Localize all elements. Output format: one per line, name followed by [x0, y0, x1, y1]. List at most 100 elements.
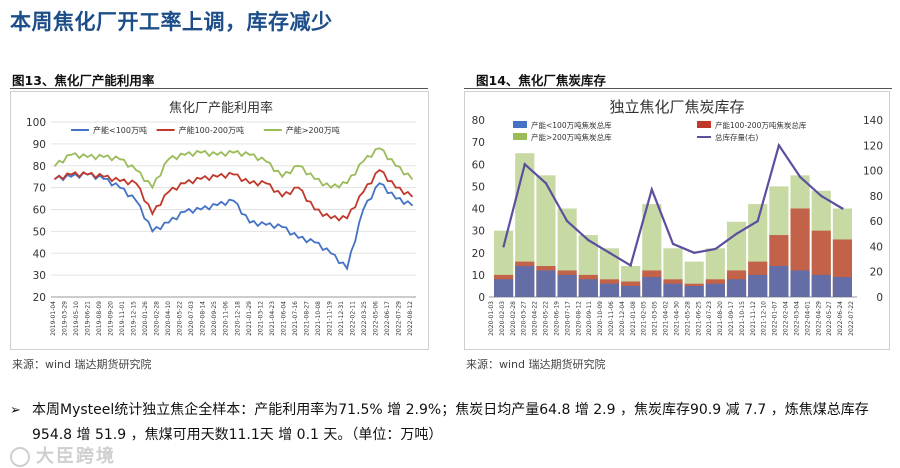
chart2-xtick-22: 2021-09-17 [728, 301, 735, 336]
chart1-point-2-14 [281, 175, 284, 178]
chart1-xtick-12: 2020-07-03 [188, 301, 195, 336]
chart1-point-2-15 [297, 164, 300, 167]
chart1-xtick-22: 2021-08-27 [303, 301, 310, 336]
figure-13-caption: 图13、焦化厂产能利用率 [12, 73, 155, 88]
chart2-y2tick-6: 120 [863, 140, 883, 152]
chart2-bar-0-14 [790, 270, 810, 297]
chart1-xtick-18: 2021-03-12 [257, 301, 264, 336]
chart2-xtick-17: 2021-04-30 [673, 301, 680, 336]
chart-capacity-utilization: 焦化厂产能利用率 20 30 40 50 60 70 80 90 100 2019-01-04 201… [10, 91, 429, 350]
chart1-series-line-1 [54, 169, 413, 222]
chart2-total-point-14 [798, 175, 802, 179]
chart2-xtick-5: 2020-05-22 [543, 301, 550, 336]
chart1-point-0-10 [216, 204, 219, 207]
figure-13-source: 来源：wind 瑞达期货研究院 [12, 358, 152, 371]
chart2-legend-swatch-2 [513, 133, 527, 140]
chart1-point-0-3 [102, 177, 105, 180]
chart1-xtick-29: 2022-06-17 [384, 301, 391, 336]
chart2-bar-0-15 [811, 274, 831, 297]
chart1-point-1-12 [248, 182, 251, 185]
chart2-xtick-13: 2021-01-08 [630, 301, 637, 336]
chart1-point-2-11 [232, 151, 235, 154]
chart-coke-inventory-svg: 独立焦化厂焦炭库存 0 10 20 30 40 50 60 70 80 0 20 40 60 80 100 12… [472, 98, 883, 336]
chart1-point-2-10 [216, 153, 219, 156]
chart2-total-point-10 [714, 247, 717, 251]
chart2-legend-label-2: 产能>200万吨焦炭总库 [531, 132, 612, 142]
chart2-ytick-7: 70 [472, 137, 485, 149]
chart2-bar-0-6 [621, 285, 641, 297]
chart1-xtick-0: 2019-01-04 [50, 301, 57, 336]
chart2-ytick-2: 20 [472, 248, 485, 260]
chart1-point-0-8 [183, 210, 186, 213]
chart1-point-2-7 [167, 158, 170, 161]
chart2-bar-0-0 [494, 279, 514, 297]
chart2-xtick-30: 2022-04-29 [815, 301, 822, 336]
chart2-total-point-5 [608, 251, 611, 254]
chart2-legend-swatch-0 [513, 121, 527, 128]
chart2-total-point-7 [650, 188, 654, 191]
chart1-xtick-1: 2019-03-29 [62, 301, 69, 336]
chart2-y2tick-7: 140 [863, 115, 883, 127]
chart1-point-2-17 [329, 186, 332, 189]
chart2-total-point-11 [735, 232, 738, 235]
chart1-xtick-30: 2022-07-29 [395, 301, 402, 336]
chart2-xtick-12: 2020-12-04 [619, 301, 626, 336]
chart1-point-0-6 [151, 230, 154, 233]
chart1-point-2-12 [248, 153, 251, 156]
chart2-legend-label-1: 产能100-200万吨焦炭总库 [715, 120, 807, 130]
chart1-point-2-4 [119, 158, 121, 161]
chart2-total-point-2 [544, 182, 548, 185]
chart1-point-0-15 [297, 237, 300, 239]
chart-capacity-utilization-svg: 焦化厂产能利用率 20 30 40 50 60 70 80 90 100 2019-01-04 201… [26, 100, 416, 336]
chart2-xtick-29: 2022-04-01 [804, 301, 811, 336]
chart1-xtick-13: 2020-08-14 [200, 301, 207, 336]
chart1-point-0-18 [346, 267, 348, 270]
chart1-xtick-14: 2020-09-25 [211, 301, 218, 336]
chart1-point-1-21 [394, 186, 397, 189]
chart1-ytick-6: 80 [33, 161, 46, 173]
chart1-point-1-17 [329, 217, 332, 220]
chart2-bar-0-4 [578, 279, 598, 297]
chart2-y2tick-0: 0 [876, 292, 883, 304]
chart2-ytick-6: 60 [472, 159, 485, 171]
slide-title: 本周焦化厂开工率上调，库存减少 [10, 10, 333, 34]
chart1-point-2-20 [378, 147, 381, 150]
chart2-total-point-16 [841, 207, 844, 210]
chart2-total-point-3 [565, 219, 569, 223]
chart1-ytick-4: 60 [33, 205, 46, 217]
chart1-xtick-26: 2022-02-11 [349, 301, 356, 336]
chart-coke-inventory: 独立焦化厂焦炭库存 0 10 20 30 40 50 60 70 80 0 20 40 60 80 100 12… [464, 91, 890, 350]
chart1-point-0-22 [411, 204, 413, 207]
chart1-point-1-7 [167, 191, 170, 193]
chart1-point-2-1 [70, 153, 73, 156]
chart2-total-point-1 [523, 163, 526, 166]
chart2-total-point-4 [587, 238, 590, 242]
chart2-y2tick-1: 20 [870, 267, 883, 279]
chart1-title: 焦化厂产能利用率 [169, 100, 273, 116]
chart1-xtick-4: 2019-08-09 [96, 301, 103, 336]
chart1-xtick-25: 2021-12-31 [338, 301, 345, 336]
chart1-point-2-16 [313, 177, 316, 180]
chart2-legend-label-0: 产能<100万吨焦炭总库 [531, 120, 612, 130]
chart1-point-0-1 [70, 175, 73, 178]
chart1-point-0-11 [232, 199, 235, 202]
chart2-xtick-16: 2021-04-02 [663, 301, 670, 336]
chart2-total-point-15 [820, 194, 823, 198]
chart1-point-0-5 [135, 199, 138, 202]
chart1-point-1-0 [54, 177, 56, 180]
chart2-xtick-14: 2021-02-05 [641, 301, 648, 336]
chart2-xtick-8: 2020-08-12 [575, 301, 582, 336]
chart2-bar-0-5 [599, 283, 620, 297]
chart1-xtick-11: 2020-05-22 [177, 301, 184, 336]
chart1-point-2-9 [200, 151, 202, 154]
chart2-xtick-6: 2020-06-19 [553, 301, 560, 336]
chart2-bar-0-9 [684, 285, 704, 297]
chart2-xtick-27: 2022-02-04 [783, 301, 790, 336]
chart2-xtick-19: 2021-06-25 [695, 301, 702, 336]
chart2-bar-0-16 [832, 277, 852, 297]
chart1-xtick-21: 2021-07-16 [292, 301, 299, 336]
chart2-title: 独立焦化厂焦炭库存 [609, 98, 744, 116]
chart1-xtick-2: 2019-05-10 [73, 301, 80, 336]
chart1-xtick-28: 2022-05-06 [372, 301, 379, 336]
chart1-point-0-14 [281, 226, 284, 228]
